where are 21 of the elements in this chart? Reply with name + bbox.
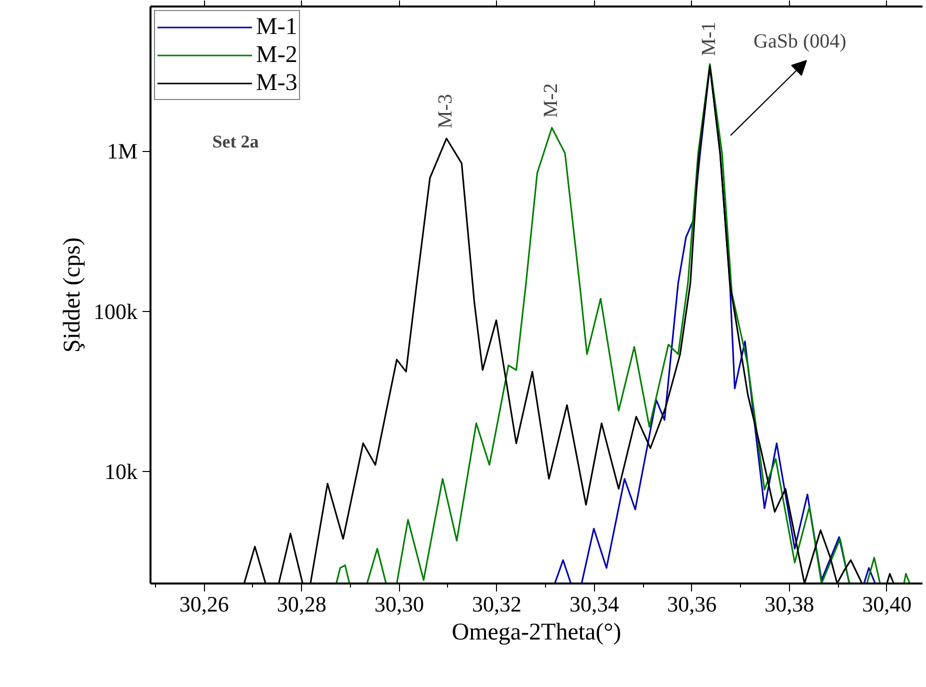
annotation: M-2 [540,83,562,118]
y-axis-title: Şiddet (cps) [60,237,86,353]
x-tick-label: 30,36 [667,592,717,616]
x-tick-label: 30,34 [570,592,620,616]
legend-label: M-1 [256,13,298,41]
x-tick-label: 30,28 [276,592,326,616]
x-tick-label: 30,40 [862,592,912,616]
annotation: M-1 [698,22,720,56]
x-tick-label: 30,26 [179,592,229,616]
annotation: M-3 [434,94,457,128]
y-tick-label: 1M [106,138,138,164]
x-tick-label: 30,30 [374,592,424,616]
legend-label: M-3 [256,69,298,97]
x-axis-title: Omega-2Theta(°) [452,620,622,646]
annotation: Set 2a [212,132,259,152]
x-tick-label: 30,32 [472,592,522,616]
legend-label: M-2 [256,41,298,69]
y-tick-label: 100k [94,298,138,324]
x-tick-label: 30,38 [764,592,814,616]
annotation: GaSb (004) [754,30,846,52]
y-tick-label: 10k [104,459,138,484]
